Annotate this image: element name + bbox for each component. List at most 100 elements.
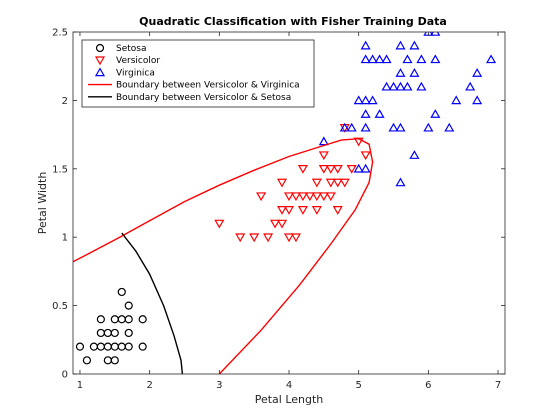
- data-point-virginica: [430, 32, 441, 36]
- data-point-versicolor: [283, 192, 295, 202]
- legend-swatch-versicolor: [94, 56, 106, 66]
- data-point-versicolor: [332, 165, 343, 174]
- data-point-virginica: [339, 122, 350, 132]
- data-point-versicolor: [283, 206, 295, 215]
- y-axis-label: Petal Width: [36, 172, 49, 235]
- data-point-virginica: [486, 54, 497, 64]
- x-tick-label: 5: [355, 380, 361, 391]
- data-point-versicolor: [325, 192, 336, 202]
- data-point-setosa: [138, 315, 147, 324]
- data-point-versicolor: [332, 178, 343, 188]
- data-point-virginica: [416, 54, 427, 64]
- legend-swatch-setosa: [95, 43, 105, 53]
- data-point-virginica: [395, 177, 406, 187]
- data-point-virginica: [367, 95, 378, 105]
- data-point-versicolor: [325, 178, 336, 188]
- legend-swatch-virginica: [94, 67, 106, 77]
- data-point-virginica: [318, 136, 329, 146]
- x-tick-label: 1: [77, 380, 83, 391]
- y-tick-label: 1: [62, 233, 68, 244]
- data-point-versicolor: [318, 192, 329, 202]
- data-point-virginica: [444, 122, 455, 132]
- data-point-setosa: [124, 315, 133, 324]
- data-point-versicolor: [339, 178, 350, 188]
- data-point-setosa: [82, 356, 92, 365]
- y-tick-label: 2.5: [52, 28, 68, 39]
- data-point-virginica: [346, 122, 357, 132]
- data-point-setosa: [75, 342, 85, 351]
- data-point-setosa: [124, 328, 133, 338]
- data-point-versicolor: [290, 192, 302, 202]
- data-point-virginica: [402, 81, 413, 91]
- data-point-versicolor: [346, 165, 357, 174]
- data-point-setosa: [110, 328, 119, 338]
- data-point-virginica: [472, 95, 483, 105]
- data-point-versicolor: [304, 192, 315, 202]
- x-tick-label: 4: [286, 380, 292, 391]
- chart-title: Quadratic Classification with Fisher Tra…: [139, 15, 447, 28]
- x-tick-label: 7: [495, 380, 501, 391]
- legend-entry-virginica: Virginica: [116, 68, 155, 78]
- data-point-versicolor: [270, 219, 281, 229]
- legend-entry-versicolor: Versicolor: [116, 56, 160, 66]
- data-point-virginica: [360, 163, 371, 173]
- data-point-virginica: [367, 54, 378, 64]
- data-point-versicolor: [360, 151, 371, 161]
- data-point-versicolor: [297, 165, 308, 174]
- data-point-virginica: [430, 54, 441, 64]
- data-point-virginica: [353, 163, 364, 173]
- data-point-virginica: [360, 54, 371, 64]
- data-point-virginica: [374, 54, 385, 64]
- data-point-versicolor: [214, 219, 225, 229]
- data-point-virginica: [395, 40, 406, 50]
- data-point-versicolor: [311, 192, 322, 202]
- x-tick-label: 3: [216, 380, 222, 391]
- data-point-virginica: [360, 40, 371, 50]
- data-point-setosa: [110, 356, 119, 365]
- series-versicolor: [214, 123, 371, 243]
- y-tick-label: 1.5: [52, 164, 68, 175]
- data-point-versicolor: [332, 206, 343, 215]
- x-tick-label: 2: [146, 380, 152, 391]
- series-setosa: [75, 287, 147, 365]
- data-point-virginica: [381, 81, 392, 91]
- series-virginica: [318, 32, 497, 187]
- data-point-setosa: [138, 342, 147, 351]
- data-point-versicolor: [276, 206, 288, 215]
- legend-entry-boundary-between-versicolor-setosa: Boundary between Versicolor & Setosa: [116, 93, 291, 103]
- data-point-virginica: [395, 68, 406, 77]
- data-point-virginica: [409, 150, 420, 159]
- data-point-virginica: [416, 81, 427, 91]
- data-point-setosa: [124, 342, 133, 351]
- data-point-versicolor: [297, 206, 308, 215]
- data-point-virginica: [451, 95, 462, 105]
- legend-box: [81, 39, 315, 108]
- y-tick-label: 2: [62, 96, 68, 107]
- data-point-virginica: [465, 81, 476, 91]
- data-point-versicolor: [290, 233, 302, 243]
- data-point-virginica: [381, 54, 392, 64]
- data-point-virginica: [402, 54, 413, 64]
- data-point-setosa: [117, 287, 126, 297]
- data-point-versicolor: [249, 233, 260, 243]
- data-point-versicolor: [311, 178, 322, 188]
- data-point-virginica: [360, 122, 371, 132]
- data-point-versicolor: [235, 233, 246, 243]
- data-point-virginica: [388, 81, 399, 91]
- data-point-setosa: [96, 315, 105, 324]
- data-point-virginica: [360, 95, 371, 105]
- data-point-versicolor: [325, 165, 336, 174]
- series-line-boundary-between-versicolor-virginica: [73, 137, 374, 374]
- data-point-virginica: [409, 68, 420, 77]
- data-point-versicolor: [297, 192, 308, 202]
- data-point-virginica: [360, 109, 371, 118]
- data-point-versicolor: [318, 165, 329, 174]
- data-point-virginica: [395, 81, 406, 91]
- x-axis-label: Petal Length: [255, 393, 324, 406]
- legend-entry-setosa: Setosa: [116, 44, 147, 54]
- data-point-virginica: [423, 122, 434, 132]
- data-point-versicolor: [283, 233, 295, 243]
- y-tick-label: 0: [62, 370, 68, 381]
- legend: Setosa Versicolor Virginica Boundary betwee…: [81, 39, 315, 108]
- data-point-virginica: [430, 109, 441, 118]
